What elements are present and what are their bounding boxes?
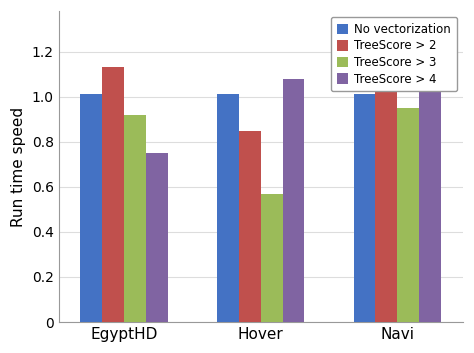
Bar <box>354 95 375 322</box>
Legend: No vectorization, TreeScore > 2, TreeScore > 3, TreeScore > 4: No vectorization, TreeScore > 2, TreeSco… <box>331 17 457 91</box>
Bar <box>261 193 283 322</box>
Bar <box>397 108 419 322</box>
Bar <box>81 95 102 322</box>
Bar <box>146 153 168 322</box>
Bar <box>375 77 397 322</box>
Bar <box>102 67 124 322</box>
Bar <box>419 45 441 322</box>
Bar <box>239 131 261 322</box>
Bar <box>283 79 304 322</box>
Y-axis label: Run time speed: Run time speed <box>11 107 26 227</box>
Bar <box>217 95 239 322</box>
Bar <box>124 115 146 322</box>
